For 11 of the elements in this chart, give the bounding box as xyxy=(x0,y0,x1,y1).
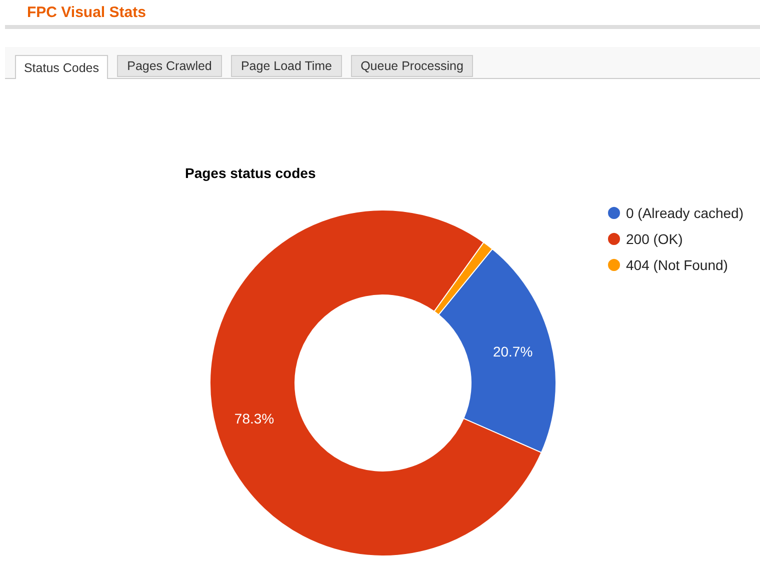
legend-label: 200 (OK) xyxy=(626,231,683,247)
chart-title: Pages status codes xyxy=(185,165,316,181)
text: FPC Visual Stats xyxy=(27,4,146,22)
tab: Pages Crawled xyxy=(117,55,222,77)
tab: Status Codes xyxy=(15,55,108,79)
legend-label: 404 (Not Found) xyxy=(626,257,728,273)
data-label: 20.7% xyxy=(492,344,533,360)
legend-label: 0 (Already cached) xyxy=(626,205,744,221)
tab: Queue Processing xyxy=(351,55,473,77)
data-label: 78.3% xyxy=(234,410,274,426)
tab: Page Load Time xyxy=(231,55,342,77)
